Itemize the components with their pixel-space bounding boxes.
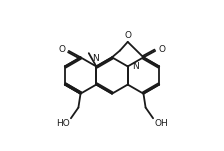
- Text: O: O: [158, 45, 166, 54]
- Text: OH: OH: [154, 119, 168, 128]
- Text: O: O: [124, 31, 131, 40]
- Text: O: O: [58, 45, 66, 54]
- Text: HO: HO: [56, 119, 70, 128]
- Text: N: N: [132, 62, 139, 71]
- Text: N: N: [92, 54, 99, 63]
